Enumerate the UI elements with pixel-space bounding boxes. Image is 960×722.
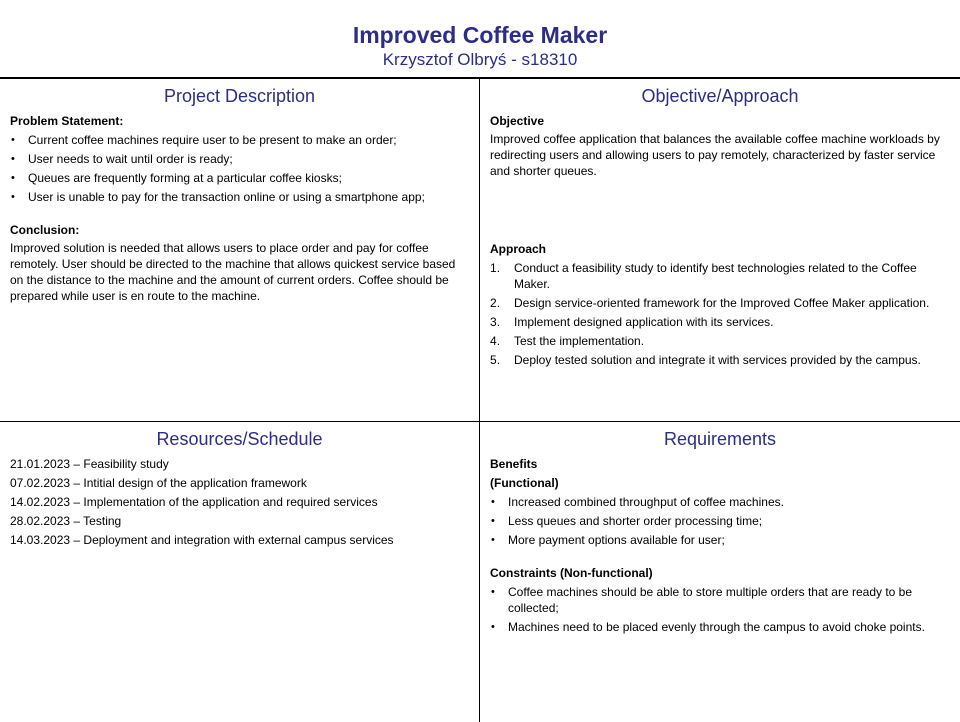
project-description-heading: Project Description [163,86,316,106]
problem-list: Current coffee machines require user to … [10,132,469,205]
title-block: Improved Coffee Maker Krzysztof Olbryś -… [0,20,960,70]
quad-chart: Project Description Problem Statement: C… [0,77,960,722]
schedule-item: 07.02.2023 – Intitial design of the appl… [10,476,307,490]
list-item: Less queues and shorter order processing… [490,513,950,529]
schedule-item: 28.02.2023 – Testing [10,514,122,528]
functional-list: Increased combined throughput of coffee … [490,494,950,548]
list-item: Queues are frequently forming at a parti… [10,170,469,186]
list-item: Machines need to be placed evenly throug… [490,619,950,635]
project-description-panel: Project Description Problem Statement: C… [0,79,479,304]
list-item: Conduct a feasibility study to identify … [490,260,917,291]
requirements-heading: Requirements [663,429,777,449]
list-item: Increased combined throughput of coffee … [490,494,950,510]
objective-approach-panel: Objective/Approach Objective Improved co… [480,79,960,371]
vertical-divider [479,79,480,722]
resources-schedule-panel: Resources/Schedule 21.01.2023 – Feasibil… [0,422,479,551]
schedule-item: 21.01.2023 – Feasibility study [10,457,169,471]
list-item: Implement designed application with its … [490,314,774,330]
list-item: More payment options available for user; [490,532,950,548]
objective-approach-heading: Objective/Approach [641,86,799,106]
conclusion-text: Improved solution is needed that allows … [10,241,456,303]
objective-label: Objective [490,114,545,128]
author-subtitle: Krzysztof Olbryś - s18310 [382,50,578,69]
horizontal-divider [0,421,960,422]
list-item: Test the implementation. [490,333,645,349]
list-item: User needs to wait until order is ready; [10,151,469,167]
schedule-item: 14.03.2023 – Deployment and integration … [10,533,394,547]
approach-label: Approach [490,242,547,256]
list-item: Current coffee machines require user to … [10,132,469,148]
list-item: Deploy tested solution and integrate it … [490,352,921,368]
problem-statement-label: Problem Statement: [10,114,124,128]
list-item: Coffee machines should be able to store … [490,584,950,616]
constraints-label: Constraints (Non-functional) [490,566,653,580]
functional-label: (Functional) [490,476,559,490]
conclusion-label: Conclusion: [10,223,80,237]
requirements-panel: Requirements Benefits (Functional) Incre… [480,422,960,638]
objective-text: Improved coffee application that balance… [490,132,940,178]
schedule-item: 14.02.2023 – Implementation of the appli… [10,495,378,509]
constraints-list: Coffee machines should be able to store … [490,584,950,635]
benefits-label: Benefits [490,457,538,471]
page-title: Improved Coffee Maker [352,22,608,48]
list-item: User is unable to pay for the transactio… [10,189,469,205]
resources-schedule-heading: Resources/Schedule [156,429,323,449]
approach-steps: Conduct a feasibility study to identify … [490,260,950,368]
list-item: Design service-oriented framework for th… [490,295,930,311]
